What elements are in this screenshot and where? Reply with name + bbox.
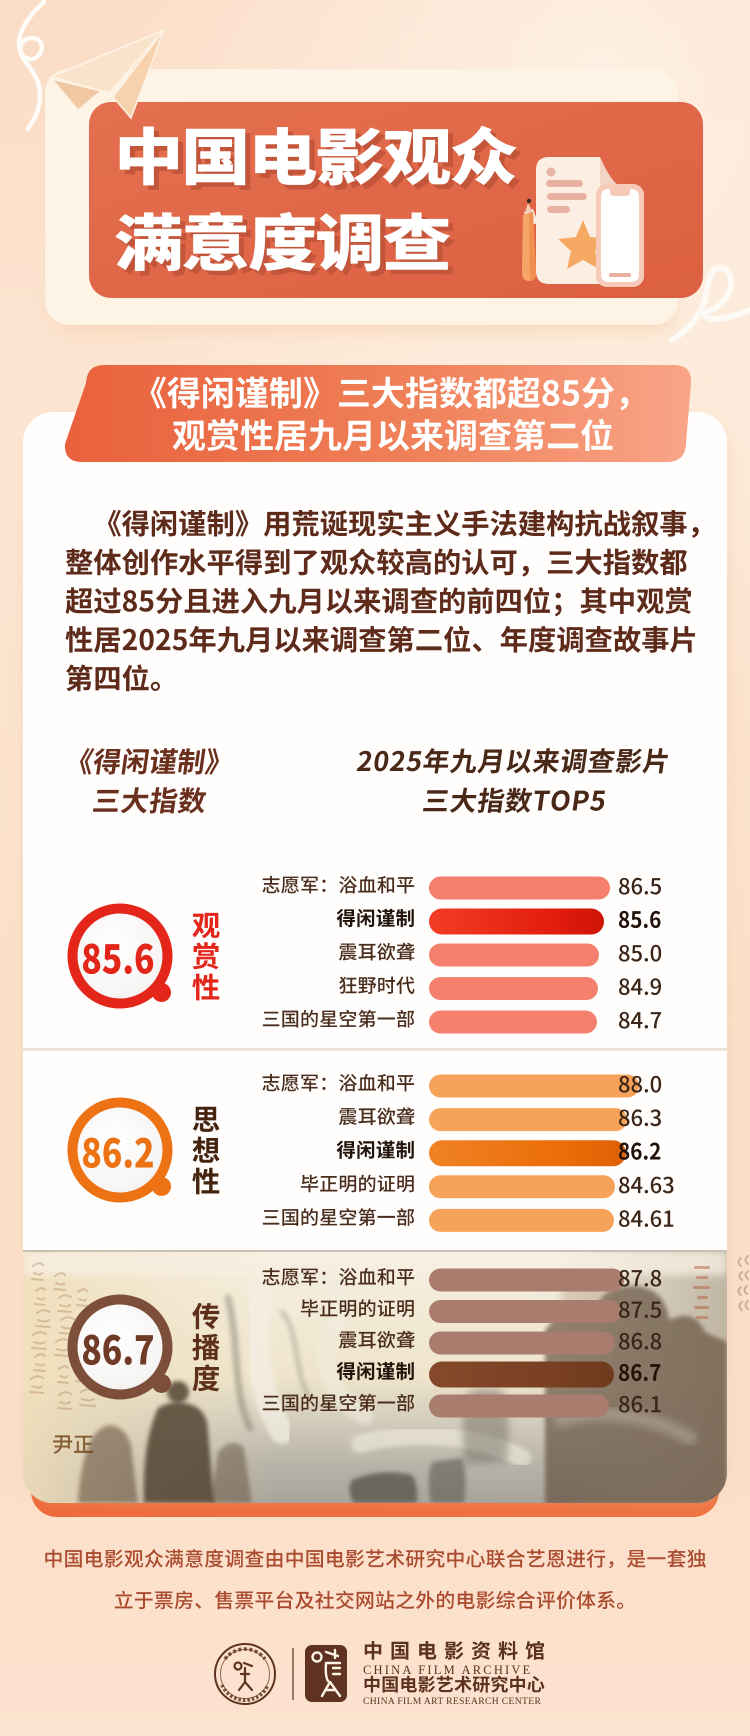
- svg-text:CHINA FILM ART RESEARCH CENTER: CHINA FILM ART RESEARCH CENTER: [363, 1696, 541, 1707]
- svg-text:CHINA FILM ARCHIVE: CHINA FILM ARCHIVE: [363, 1663, 532, 1677]
